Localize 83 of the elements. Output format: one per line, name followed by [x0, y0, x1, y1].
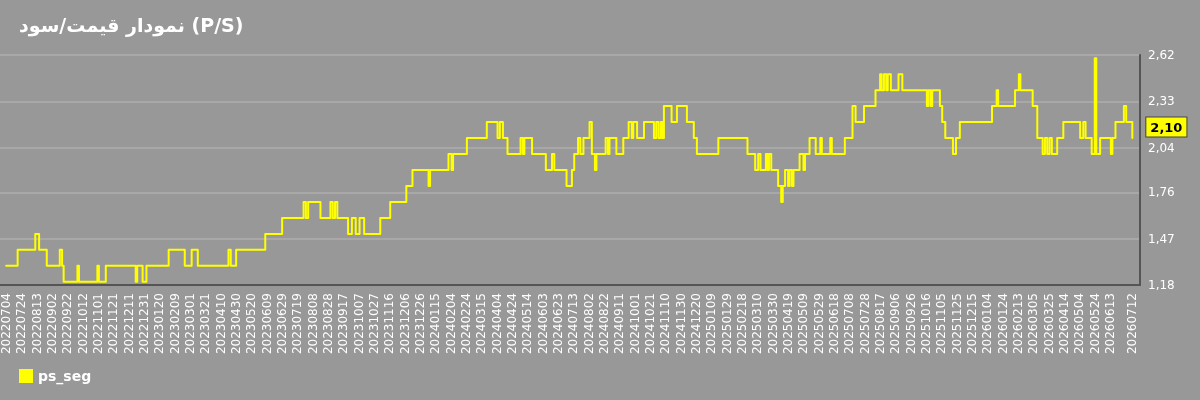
x-tick-label: 20250218	[735, 293, 750, 355]
x-tick-label: 20220922	[60, 293, 75, 355]
x-tick-label: 20250906	[888, 293, 903, 355]
x-tick-label: 20230430	[229, 293, 244, 355]
x-tick-label: 20230520	[244, 293, 259, 355]
x-tick-label: 20250310	[750, 293, 765, 355]
x-tick-label: 20230120	[152, 293, 167, 355]
x-tick-label: 20250109	[704, 293, 719, 355]
x-tick-label: 20230301	[183, 293, 198, 355]
x-tick-label: 20260325	[1041, 293, 1056, 355]
x-tick-label: 20231226	[413, 293, 428, 355]
x-tick-label: 20220724	[14, 293, 29, 355]
x-tick-label: 20221012	[75, 293, 90, 355]
x-tick-label: 20230410	[213, 293, 228, 355]
x-tick-label: 20260524	[1087, 293, 1102, 355]
x-tick-label: 20260504	[1072, 293, 1087, 355]
y-tick-label: 1,47	[1148, 231, 1175, 246]
x-tick-label: 20240204	[443, 293, 458, 355]
x-tick-label: 20250728	[857, 293, 872, 355]
x-tick-label: 20240424	[505, 293, 520, 355]
x-tick-label: 20230209	[167, 293, 182, 355]
x-tick-label: 20221211	[121, 293, 136, 355]
x-tick-label: 20240802	[581, 293, 596, 355]
x-tick-label: 20240404	[489, 293, 504, 355]
x-tick-label: 20221231	[137, 293, 152, 355]
x-tick-label: 20230719	[290, 293, 305, 355]
x-tick-label: 20230808	[305, 293, 320, 355]
x-tick-label: 20241220	[689, 293, 704, 355]
x-tick-label: 20250129	[719, 293, 734, 355]
x-tick-label: 20260305	[1026, 293, 1041, 355]
x-tick-label: 20230609	[259, 293, 274, 355]
x-tick-label: 20231206	[397, 293, 412, 355]
y-tick-label: 2,62	[1148, 48, 1175, 62]
x-tick-label: 20231007	[351, 293, 366, 355]
y-tick-label: 2,04	[1148, 140, 1175, 155]
x-tick-label: 20240603	[535, 293, 550, 355]
x-tick-label: 20251125	[949, 293, 964, 355]
x-tick-label: 20250708	[842, 293, 857, 355]
x-tick-label: 20251105	[934, 293, 949, 355]
x-tick-label: 20220813	[29, 293, 44, 355]
chart-title: نمودار قیمت/سود (P/S)	[19, 13, 244, 37]
y-tick-label: 2,33	[1148, 94, 1175, 109]
x-tick-label: 20250330	[765, 293, 780, 355]
x-tick-label: 20250618	[827, 293, 842, 355]
x-tick-label: 20260104	[980, 293, 995, 355]
x-tick-label: 20240623	[551, 293, 566, 355]
y-tick-label: 1,76	[1148, 185, 1175, 200]
x-tick-label: 20240911	[612, 293, 627, 355]
x-tick-label: 20220704	[0, 293, 14, 355]
x-tick-label: 20230629	[275, 293, 290, 355]
x-tick-label: 20240822	[597, 293, 612, 355]
x-tick-label: 20250419	[781, 293, 796, 355]
x-tick-label: 20251215	[965, 293, 980, 355]
x-tick-label: 20231116	[382, 293, 397, 355]
x-tick-label: 20260124	[995, 293, 1010, 355]
x-tick-label: 20260213	[1011, 293, 1026, 355]
x-tick-label: 20260613	[1103, 293, 1118, 355]
x-tick-label: 20230917	[336, 293, 351, 355]
x-tick-label: 20240315	[474, 293, 489, 355]
x-tick-label: 20230321	[198, 293, 213, 355]
x-tick-label: 20241001	[627, 293, 642, 355]
x-tick-label: 20241021	[643, 293, 658, 355]
x-tick-label: 20241110	[658, 293, 673, 355]
x-tick-label: 20240115	[428, 293, 443, 355]
x-tick-label: 20221121	[106, 293, 121, 355]
x-tick-label: 20250529	[811, 293, 826, 355]
x-tick-label: 20260414	[1057, 293, 1072, 355]
x-tick-label: 20221101	[91, 293, 106, 355]
x-tick-label: 20240224	[459, 293, 474, 355]
y-tick-label: 1,18	[1148, 278, 1175, 292]
annotation: 2,10	[1150, 119, 1183, 135]
x-tick-label: 20241130	[673, 293, 688, 355]
x-tick-label: 20250509	[796, 293, 811, 355]
x-tick-label: 20250817	[873, 293, 888, 355]
x-tick-label: 20250926	[903, 293, 918, 355]
x-tick-label: 20240514	[520, 293, 535, 355]
x-tick-label: 20230828	[321, 293, 336, 355]
legend-label: ps_seg	[38, 368, 92, 385]
x-tick-label: 20251016	[919, 293, 934, 355]
x-tick-label: 20231027	[367, 293, 382, 355]
x-tick-label: 20260712	[1125, 293, 1140, 355]
x-tick-label: 20240713	[566, 293, 581, 355]
x-tick-label: 20220902	[45, 293, 60, 355]
